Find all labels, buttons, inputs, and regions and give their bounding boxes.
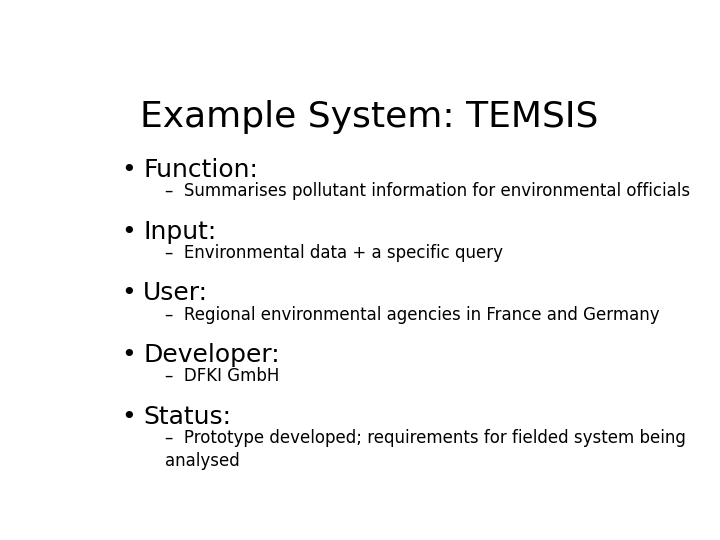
Text: •: • (122, 404, 136, 429)
Text: •: • (122, 220, 136, 244)
Text: •: • (122, 158, 136, 183)
Text: Input:: Input: (143, 220, 216, 244)
Text: –  Prototype developed; requirements for fielded system being
analysed: – Prototype developed; requirements for … (166, 429, 686, 470)
Text: User:: User: (143, 281, 208, 306)
Text: –  Summarises pollutant information for environmental officials: – Summarises pollutant information for e… (166, 183, 690, 200)
Text: •: • (122, 281, 136, 306)
Text: Status:: Status: (143, 404, 231, 429)
Text: Developer:: Developer: (143, 343, 279, 367)
Text: Function:: Function: (143, 158, 258, 183)
Text: –  DFKI GmbH: – DFKI GmbH (166, 367, 279, 385)
Text: –  Regional environmental agencies in France and Germany: – Regional environmental agencies in Fra… (166, 306, 660, 323)
Text: Example System: TEMSIS: Example System: TEMSIS (140, 100, 598, 134)
Text: –  Environmental data + a specific query: – Environmental data + a specific query (166, 244, 503, 262)
Text: •: • (122, 343, 136, 367)
